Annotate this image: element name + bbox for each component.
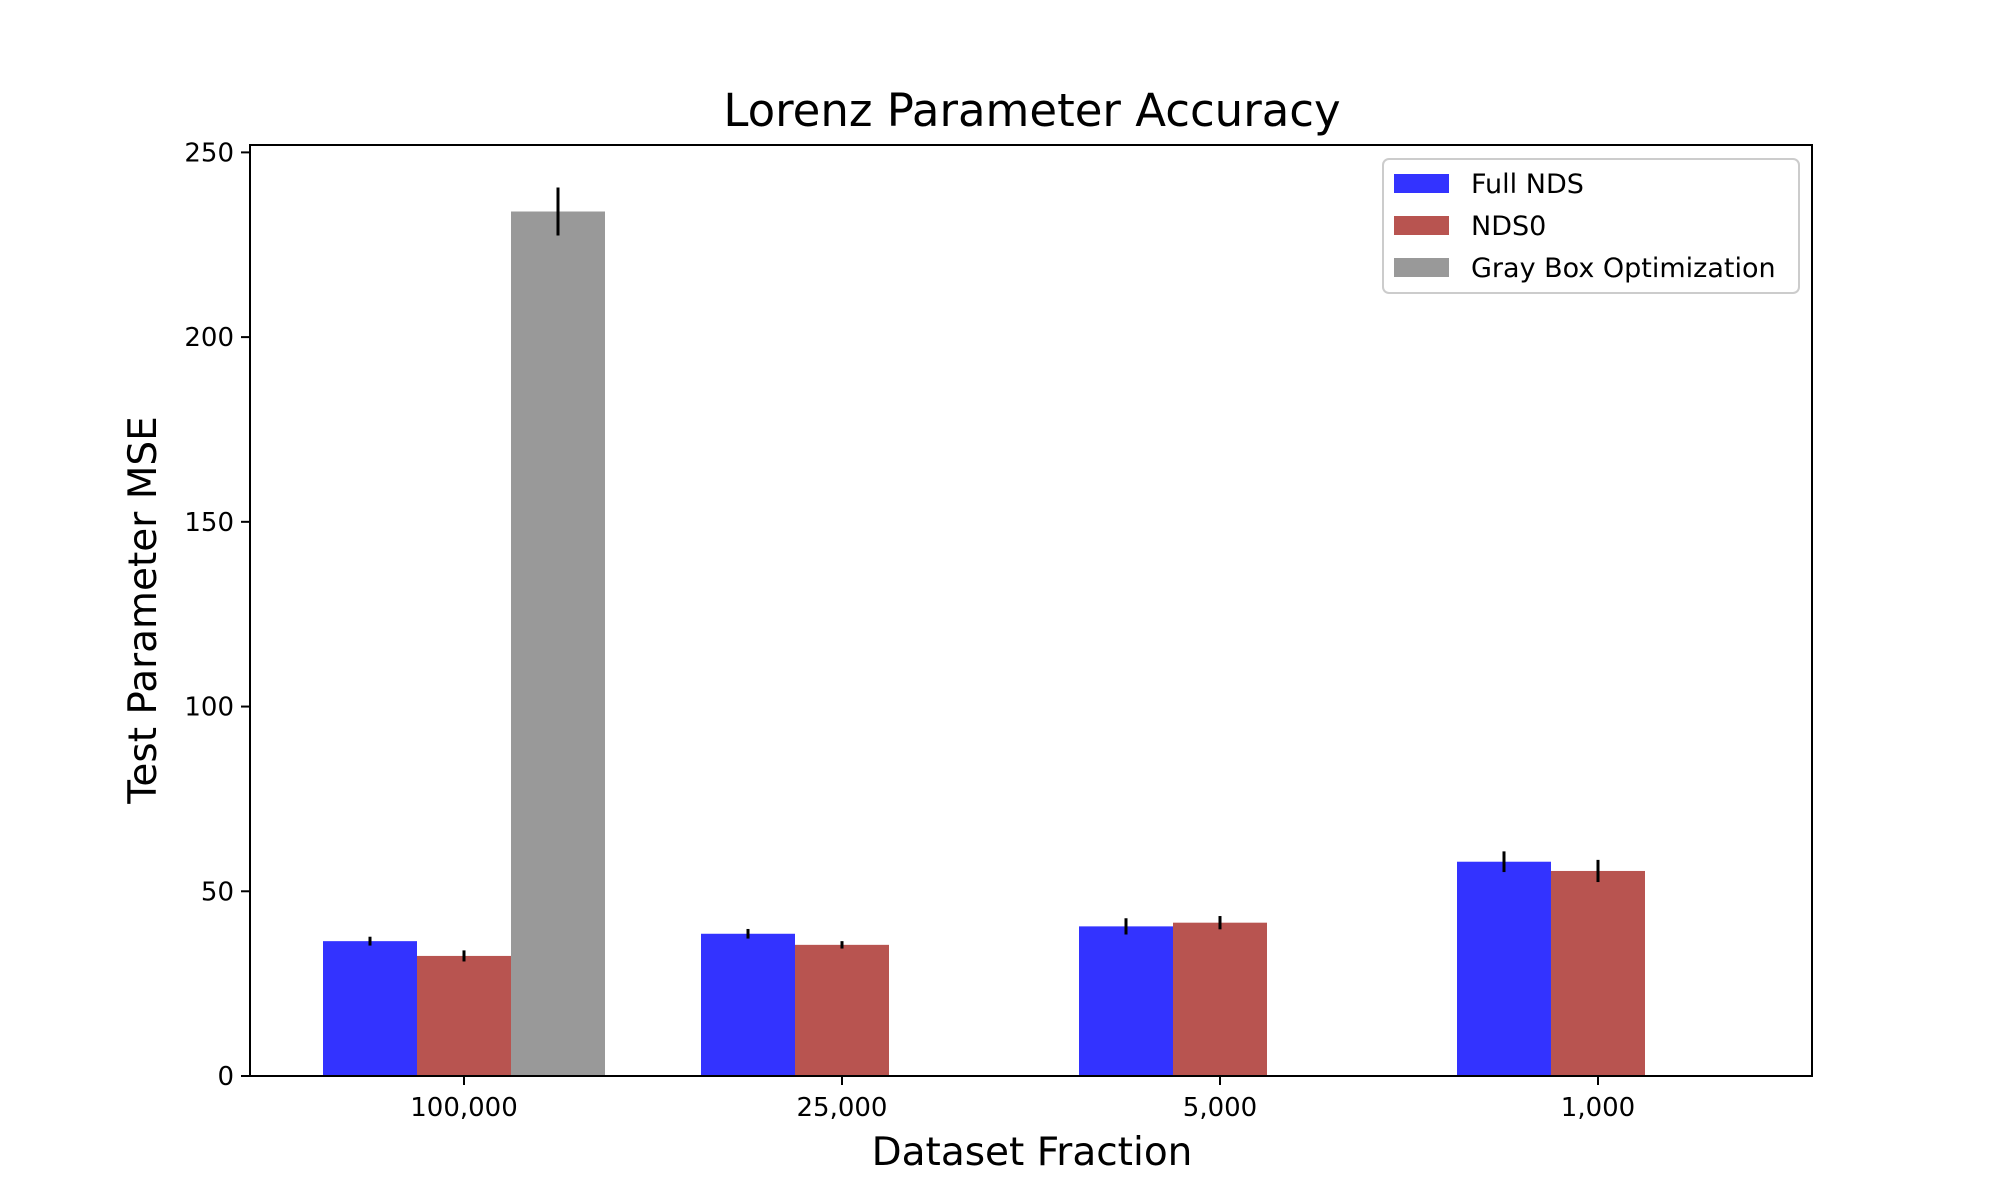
y-axis: 0 50 100 150 200 250 — [184, 138, 250, 1092]
legend-swatch-gray-box-optimization — [1394, 258, 1449, 277]
y-tick-label-2: 100 — [184, 693, 234, 723]
bar-full-nds-3 — [1457, 861, 1551, 1076]
x-tick-label-1: 25,000 — [797, 1093, 888, 1123]
y-tick-label-5: 250 — [184, 138, 234, 168]
legend-frame — [1382, 158, 1800, 294]
error-bars-layer — [368, 187, 1600, 962]
bar-nds0-1 — [795, 944, 889, 1076]
legend-label-full-nds: Full NDS — [1471, 169, 1584, 200]
bar-full-nds-0 — [323, 941, 417, 1076]
y-tick-label-4: 200 — [184, 323, 234, 353]
x-tick-label-2: 5,000 — [1183, 1093, 1257, 1123]
x-tick-label-0: 100,000 — [410, 1093, 518, 1123]
bar-nds0-2 — [1173, 922, 1267, 1076]
bar-full-nds-1 — [701, 933, 795, 1076]
legend-swatch-nds0 — [1394, 216, 1449, 235]
x-tick-label-3: 1,000 — [1561, 1093, 1635, 1123]
bar-nds0-0 — [417, 955, 511, 1076]
bar-full-nds-2 — [1079, 926, 1173, 1076]
legend-label-nds0: NDS0 — [1471, 211, 1546, 242]
chart-title: Lorenz Parameter Accuracy — [723, 84, 1340, 137]
plot-area-frame — [249, 144, 1813, 1077]
legend-swatch-full-nds — [1394, 174, 1449, 193]
x-axis: 100,000 25,000 5,000 1,000 — [410, 1076, 1635, 1123]
legend: Full NDS NDS0 Gray Box Optimization — [1382, 158, 1800, 294]
x-axis-label: Dataset Fraction — [872, 1130, 1193, 1175]
legend-label-gray-box-optimization: Gray Box Optimization — [1471, 253, 1776, 284]
y-tick-label-1: 50 — [201, 877, 234, 907]
y-axis-label: Test Parameter MSE — [121, 416, 166, 805]
bar-gray-box-optimization-0 — [511, 211, 605, 1076]
bar-nds0-3 — [1551, 870, 1645, 1076]
bars-layer — [323, 211, 1645, 1076]
y-tick-label-3: 150 — [184, 508, 234, 538]
y-tick-label-0: 0 — [217, 1062, 234, 1092]
